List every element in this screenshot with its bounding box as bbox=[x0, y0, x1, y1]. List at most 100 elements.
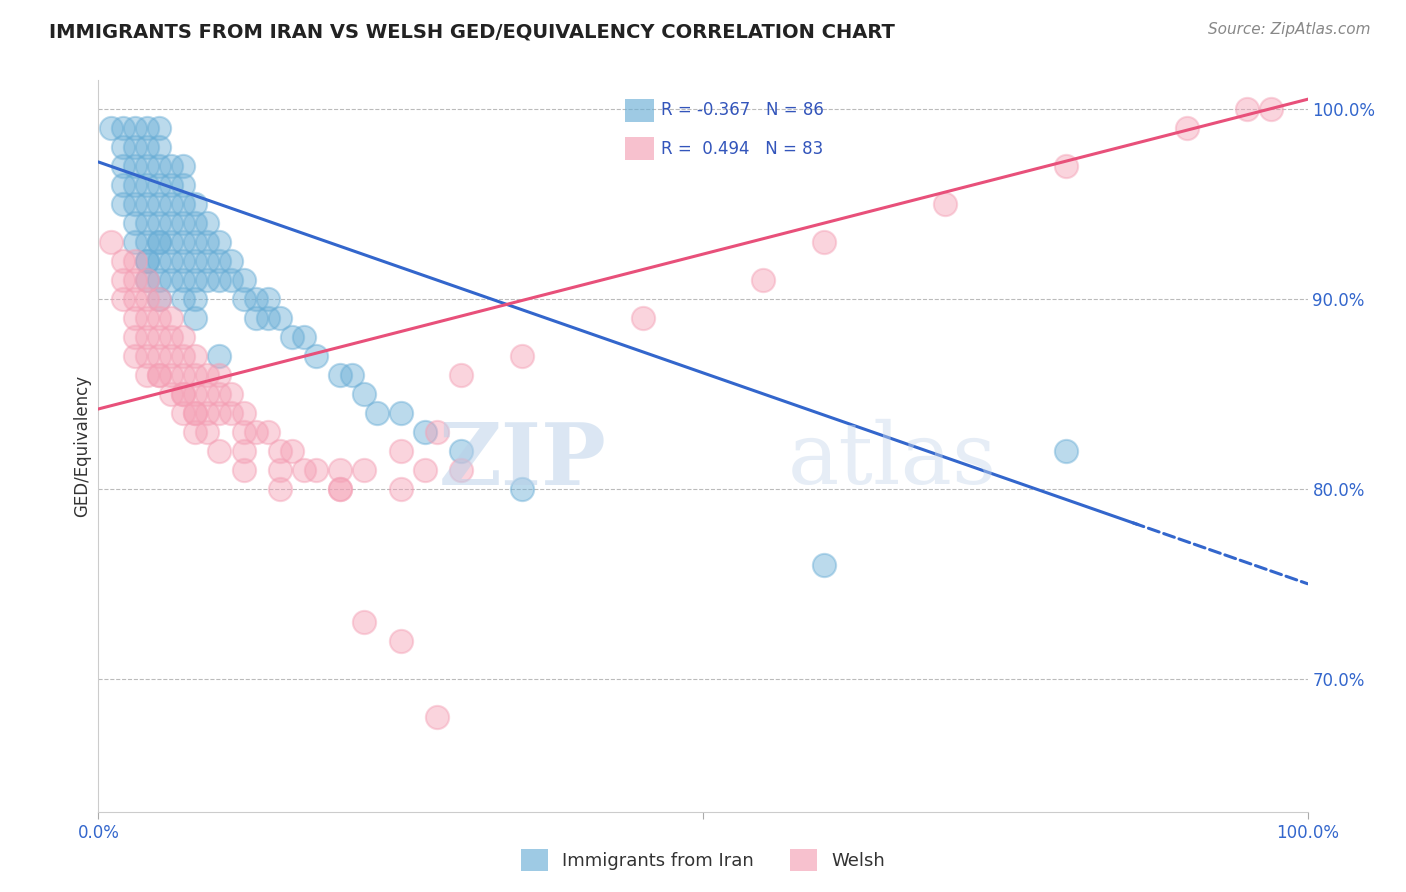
Point bbox=[292, 463, 315, 477]
Point bbox=[148, 120, 170, 135]
Point bbox=[124, 159, 146, 173]
Text: Source: ZipAtlas.com: Source: ZipAtlas.com bbox=[1208, 22, 1371, 37]
Point bbox=[160, 178, 183, 192]
Point bbox=[752, 273, 775, 287]
Point bbox=[450, 443, 472, 458]
Point bbox=[413, 425, 436, 439]
Point bbox=[195, 273, 218, 287]
Point bbox=[148, 253, 170, 268]
Point bbox=[148, 216, 170, 230]
Point bbox=[172, 349, 194, 363]
Point bbox=[124, 196, 146, 211]
Point bbox=[172, 292, 194, 306]
Point bbox=[111, 140, 134, 154]
Point bbox=[111, 120, 134, 135]
Point bbox=[135, 140, 157, 154]
Point bbox=[148, 273, 170, 287]
Point bbox=[450, 463, 472, 477]
Point bbox=[221, 406, 243, 420]
Point bbox=[172, 178, 194, 192]
Point bbox=[160, 330, 183, 344]
Point bbox=[172, 406, 194, 420]
Point bbox=[1260, 102, 1282, 116]
Point bbox=[172, 386, 194, 401]
Point bbox=[135, 349, 157, 363]
Point bbox=[160, 159, 183, 173]
Point bbox=[148, 349, 170, 363]
Point bbox=[172, 196, 194, 211]
Point bbox=[269, 310, 291, 325]
Point bbox=[184, 425, 207, 439]
Point bbox=[232, 463, 254, 477]
Point bbox=[195, 386, 218, 401]
Point bbox=[208, 368, 231, 382]
Point bbox=[135, 253, 157, 268]
Point bbox=[135, 253, 157, 268]
Point bbox=[148, 235, 170, 249]
Point bbox=[389, 633, 412, 648]
Point bbox=[135, 178, 157, 192]
Point bbox=[135, 120, 157, 135]
Point bbox=[245, 425, 267, 439]
Point bbox=[148, 235, 170, 249]
Point bbox=[232, 406, 254, 420]
Point bbox=[292, 330, 315, 344]
Point bbox=[111, 159, 134, 173]
Point bbox=[208, 443, 231, 458]
Point bbox=[172, 386, 194, 401]
Point bbox=[208, 273, 231, 287]
Point bbox=[813, 235, 835, 249]
Point bbox=[1175, 120, 1198, 135]
Point bbox=[124, 216, 146, 230]
Point bbox=[269, 443, 291, 458]
Point bbox=[208, 349, 231, 363]
Point bbox=[232, 292, 254, 306]
Point bbox=[195, 425, 218, 439]
Point bbox=[111, 273, 134, 287]
Point bbox=[172, 216, 194, 230]
Point bbox=[232, 425, 254, 439]
Point bbox=[184, 196, 207, 211]
Point bbox=[1054, 159, 1077, 173]
Point bbox=[135, 273, 157, 287]
Point bbox=[148, 292, 170, 306]
Point bbox=[148, 292, 170, 306]
Point bbox=[426, 710, 449, 724]
Point bbox=[256, 292, 278, 306]
Point bbox=[353, 386, 375, 401]
Point bbox=[184, 253, 207, 268]
Point bbox=[208, 386, 231, 401]
Point bbox=[100, 235, 122, 249]
Point bbox=[305, 349, 328, 363]
Point bbox=[135, 368, 157, 382]
Point bbox=[256, 425, 278, 439]
Point bbox=[124, 310, 146, 325]
Point bbox=[221, 253, 243, 268]
Text: atlas: atlas bbox=[787, 419, 997, 502]
Point bbox=[221, 386, 243, 401]
Point bbox=[208, 253, 231, 268]
Point bbox=[208, 235, 231, 249]
Point bbox=[124, 235, 146, 249]
Point bbox=[195, 406, 218, 420]
Point bbox=[160, 253, 183, 268]
Point bbox=[148, 310, 170, 325]
Text: ZIP: ZIP bbox=[439, 418, 606, 502]
Point bbox=[124, 120, 146, 135]
Text: IMMIGRANTS FROM IRAN VS WELSH GED/EQUIVALENCY CORRELATION CHART: IMMIGRANTS FROM IRAN VS WELSH GED/EQUIVA… bbox=[49, 22, 896, 41]
Point bbox=[413, 463, 436, 477]
Point bbox=[813, 558, 835, 572]
Point bbox=[124, 349, 146, 363]
Point bbox=[269, 463, 291, 477]
Point bbox=[426, 425, 449, 439]
Point bbox=[269, 482, 291, 496]
Point bbox=[184, 368, 207, 382]
Point bbox=[195, 368, 218, 382]
Point bbox=[221, 273, 243, 287]
Point bbox=[172, 273, 194, 287]
Point bbox=[148, 368, 170, 382]
Point bbox=[281, 443, 304, 458]
Point bbox=[160, 368, 183, 382]
Point bbox=[195, 235, 218, 249]
Point bbox=[148, 178, 170, 192]
